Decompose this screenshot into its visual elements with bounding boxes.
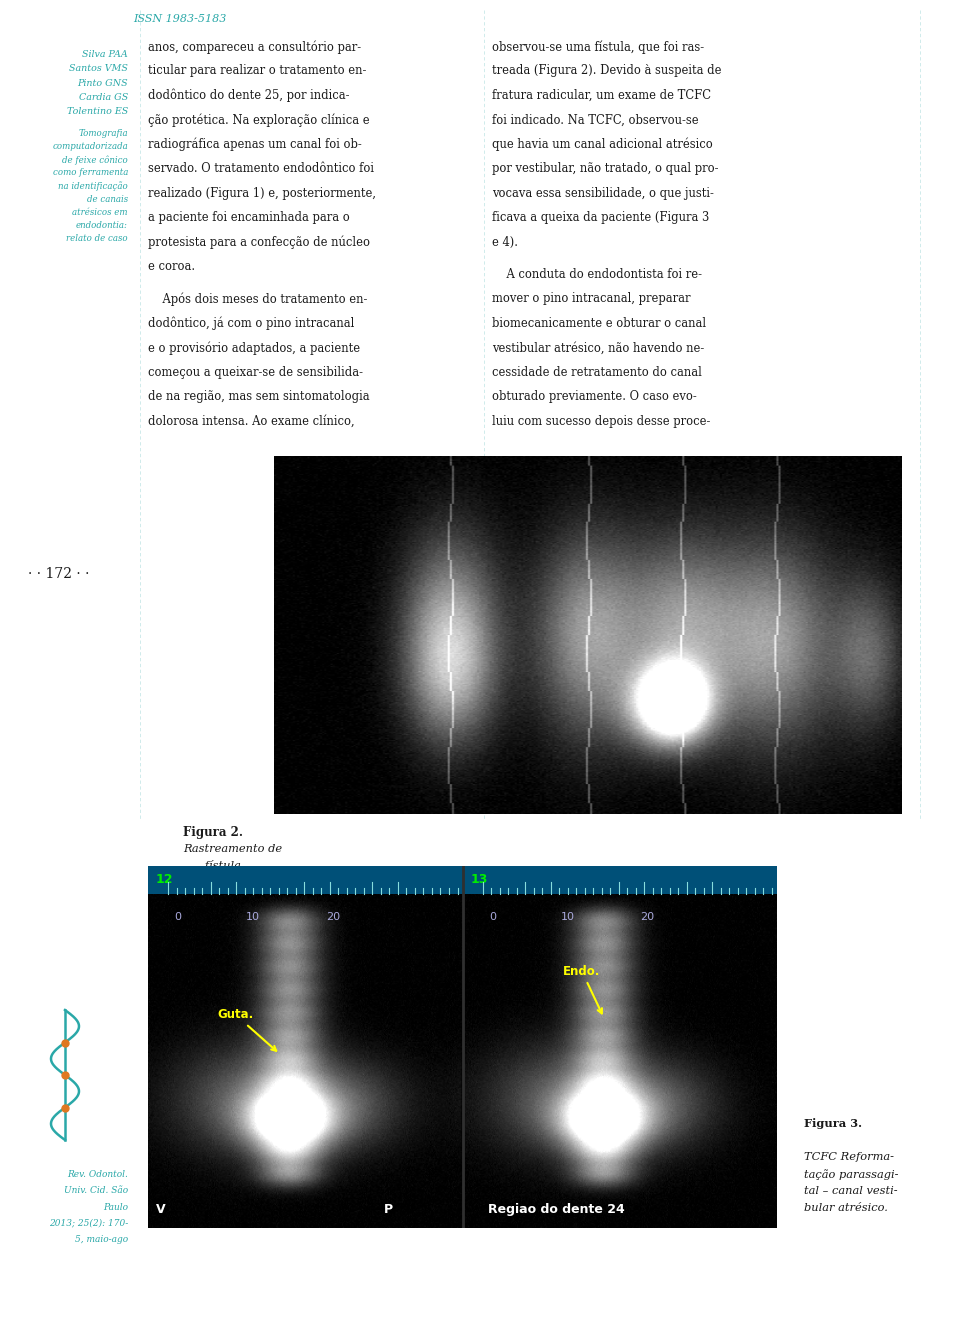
Text: na identificação: na identificação <box>59 181 128 191</box>
Text: Figura 3.: Figura 3. <box>804 1117 862 1129</box>
Text: protesista para a confecção de núcleo: protesista para a confecção de núcleo <box>148 236 370 249</box>
Text: 10: 10 <box>561 912 574 922</box>
Text: e o provisório adaptados, a paciente: e o provisório adaptados, a paciente <box>148 342 360 355</box>
Text: tal – canal vesti-: tal – canal vesti- <box>804 1186 898 1196</box>
Text: tação parassagi-: tação parassagi- <box>804 1169 899 1180</box>
Text: P: P <box>384 1204 393 1215</box>
Text: radiográfica apenas um canal foi ob-: radiográfica apenas um canal foi ob- <box>148 138 362 151</box>
Text: V: V <box>156 1204 166 1215</box>
Text: Após dois meses do tratamento en-: Após dois meses do tratamento en- <box>148 293 368 306</box>
Text: Santos VMS: Santos VMS <box>69 65 128 73</box>
Text: atrésicos em: atrésicos em <box>73 208 128 217</box>
Text: Guta.: Guta. <box>217 1008 276 1051</box>
Text: de feixe cônico: de feixe cônico <box>62 155 128 166</box>
Text: obturado previamente. O caso evo-: obturado previamente. O caso evo- <box>492 391 697 404</box>
Text: e 4).: e 4). <box>492 236 518 249</box>
Text: ISSN 1983-5183: ISSN 1983-5183 <box>133 15 227 24</box>
Text: que havia um canal adicional atrésico: que havia um canal adicional atrésico <box>492 138 712 151</box>
Text: 10: 10 <box>246 912 260 922</box>
Text: Pinto GNS: Pinto GNS <box>78 78 128 87</box>
Text: Univ. Cid. São: Univ. Cid. São <box>64 1186 128 1196</box>
Text: 5, maio-ago: 5, maio-ago <box>75 1235 128 1245</box>
Text: 2013; 25(2): 170-: 2013; 25(2): 170- <box>49 1219 128 1227</box>
Text: A conduta do endodontista foi re-: A conduta do endodontista foi re- <box>492 267 702 281</box>
Text: treada (Figura 2). Devido à suspeita de: treada (Figura 2). Devido à suspeita de <box>492 65 722 78</box>
Text: ficava a queixa da paciente (Figura 3: ficava a queixa da paciente (Figura 3 <box>492 212 709 225</box>
Text: mover o pino intracanal, preparar: mover o pino intracanal, preparar <box>492 293 690 306</box>
Text: Endo.: Endo. <box>564 965 602 1013</box>
Text: cessidade de retratamento do canal: cessidade de retratamento do canal <box>492 365 702 379</box>
Text: 20: 20 <box>326 912 340 922</box>
Text: 12: 12 <box>156 873 174 886</box>
Text: Regiao do dente 24: Regiao do dente 24 <box>488 1204 624 1215</box>
Text: Cardia GS: Cardia GS <box>79 93 128 102</box>
Text: ção protética. Na exploração clínica e: ção protética. Na exploração clínica e <box>148 114 370 127</box>
Text: e coroa.: e coroa. <box>148 261 195 274</box>
Text: · · 172 · ·: · · 172 · · <box>28 567 89 581</box>
Text: de canais: de canais <box>86 195 128 204</box>
Text: Silva PAA: Silva PAA <box>83 50 128 60</box>
Text: foi indicado. Na TCFC, observou-se: foi indicado. Na TCFC, observou-se <box>492 114 699 127</box>
Text: ticular para realizar o tratamento en-: ticular para realizar o tratamento en- <box>148 65 367 78</box>
Text: Figura 2.: Figura 2. <box>183 826 243 839</box>
Text: vestibular atrésico, não havendo ne-: vestibular atrésico, não havendo ne- <box>492 342 705 355</box>
Text: dodôntico do dente 25, por indica-: dodôntico do dente 25, por indica- <box>148 89 349 102</box>
Text: anos, compareceu a consultório par-: anos, compareceu a consultório par- <box>148 40 361 53</box>
Text: relato de caso: relato de caso <box>66 233 128 242</box>
Text: fístula.: fístula. <box>183 861 245 871</box>
Text: Tolentino ES: Tolentino ES <box>67 107 128 117</box>
Text: Tomografia: Tomografia <box>79 130 128 139</box>
Text: 0: 0 <box>175 912 181 922</box>
Text: como ferramenta: como ferramenta <box>53 168 128 177</box>
Text: computadorizada: computadorizada <box>52 143 128 151</box>
Text: por vestibular, não tratado, o qual pro-: por vestibular, não tratado, o qual pro- <box>492 163 718 176</box>
Bar <box>148 866 777 1227</box>
Text: vocava essa sensibilidade, o que justi-: vocava essa sensibilidade, o que justi- <box>492 187 714 200</box>
Text: Rastreamento de: Rastreamento de <box>183 843 282 854</box>
Text: a paciente foi encaminhada para o: a paciente foi encaminhada para o <box>148 212 349 225</box>
Text: bular atrésico.: bular atrésico. <box>804 1204 888 1213</box>
Text: de na região, mas sem sintomatologia: de na região, mas sem sintomatologia <box>148 391 370 404</box>
Text: dolorosa intensa. Ao exame clínico,: dolorosa intensa. Ao exame clínico, <box>148 414 354 428</box>
Text: 13: 13 <box>470 873 488 886</box>
Bar <box>274 455 902 814</box>
Text: observou-se uma fístula, que foi ras-: observou-se uma fístula, que foi ras- <box>492 40 704 53</box>
Text: 0: 0 <box>489 912 496 922</box>
Text: dodôntico, já com o pino intracanal: dodôntico, já com o pino intracanal <box>148 316 354 330</box>
Text: 20: 20 <box>640 912 655 922</box>
Text: realizado (Figura 1) e, posteriormente,: realizado (Figura 1) e, posteriormente, <box>148 187 376 200</box>
Text: começou a queixar-se de sensibilida-: começou a queixar-se de sensibilida- <box>148 365 363 379</box>
Text: servado. O tratamento endodôntico foi: servado. O tratamento endodôntico foi <box>148 163 374 176</box>
Text: Paulo: Paulo <box>103 1202 128 1211</box>
Text: endodontia:: endodontia: <box>76 221 128 229</box>
Text: luiu com sucesso depois desse proce-: luiu com sucesso depois desse proce- <box>492 414 710 428</box>
Text: biomecanicamente e obturar o canal: biomecanicamente e obturar o canal <box>492 316 707 330</box>
Text: fratura radicular, um exame de TCFC: fratura radicular, um exame de TCFC <box>492 89 711 102</box>
Text: Rev. Odontol.: Rev. Odontol. <box>67 1170 128 1178</box>
Text: TCFC Reforma-: TCFC Reforma- <box>804 1152 894 1162</box>
